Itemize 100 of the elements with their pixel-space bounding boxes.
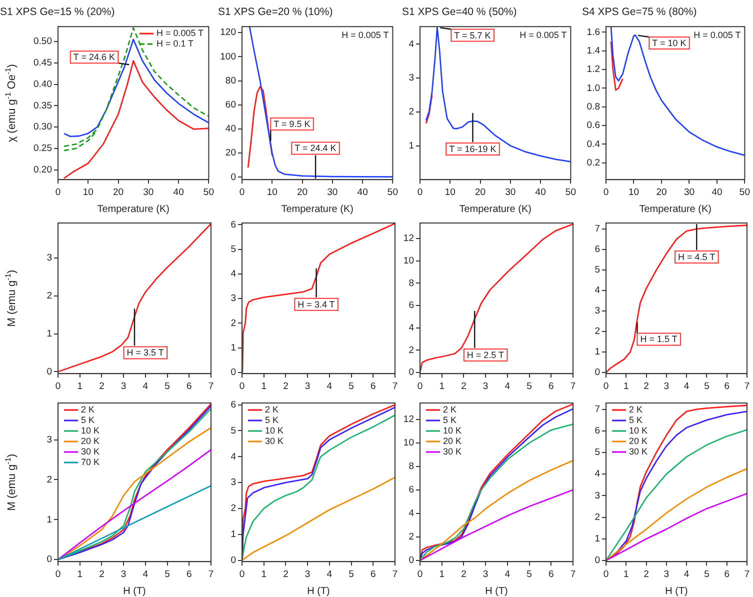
annotation: T = 9.5 K [274,119,310,130]
y-tick-label: 0 [230,554,236,566]
x-tick-label: 7 [392,380,398,392]
x-axis-title: Temperature (K) [639,204,712,215]
y-tick-label: 2 [46,474,52,486]
x-tick-label: 1 [439,568,445,580]
y-tick-label: 5 [230,244,236,255]
y-tick-label: 6 [230,219,236,230]
y-tick-label: 0.25 [34,143,52,154]
annotation: T = 16-19 K [449,144,496,154]
x-tick-label: 6 [724,568,730,580]
annotation: H = 0.005 T [520,30,568,40]
x-tick-label: 5 [704,568,710,580]
x-tick-label: 20 [475,186,486,198]
x-tick-label: 2 [99,380,104,392]
y-tick-label: 1.6 [586,26,600,38]
x-tick-label: 4 [684,380,690,392]
y-tick-label: 0 [46,366,52,378]
x-tick-label: 10 [266,186,278,198]
legend-label: 30 K [81,446,100,456]
y-tick-label: 0.30 [34,122,52,133]
x-tick-label: 5 [164,568,170,580]
x-tick-label: 2 [461,568,466,580]
y-tick-label: 7 [594,224,600,235]
y-tick-label: 0 [46,554,52,566]
x-tick-label: 4 [504,380,510,392]
y-tick-label: 2 [594,326,600,338]
y-tick-label: 20 [225,148,236,159]
x-tick-label: 4 [326,380,332,392]
chart-title: S4 XPS Ge=75 % (80%) [582,6,697,18]
x-tick-label: 2 [283,380,288,392]
x-axis-title: H (T) [485,586,508,597]
x-tick-label: 0 [239,186,245,198]
x-tick-label: 50 [565,186,576,198]
x-tick-label: 40 [535,186,546,198]
x-tick-label: 7 [570,568,576,580]
y-tick-label: 2 [46,290,52,302]
x-axis-title: H (T) [307,586,330,597]
y-tick-label: 2 [408,532,414,543]
legend-label: 2 K [629,404,643,414]
x-tick-label: 5 [704,380,710,392]
y-tick-label: 2 [594,512,600,523]
legend-label: 70 K [81,456,100,467]
y-tick-label: 1.4 [586,45,600,56]
y-tick-label: 1.2 [586,64,600,76]
y-tick-label: 6 [408,300,414,312]
y-tick-label: 4 [408,38,414,50]
x-tick-label: 2 [644,380,649,392]
x-tick-label: 50 [203,186,214,198]
x-tick-label: 1 [623,568,629,580]
y-tick-label: 0.20 [34,164,52,176]
x-tick-label: 7 [744,568,750,580]
y-tick-label: 0.35 [34,100,52,112]
x-tick-label: 0 [239,568,245,580]
x-tick-label: 0 [239,380,245,392]
y-tick-label: 4 [408,322,414,334]
x-tick-label: 4 [326,568,332,580]
x-tick-label: 0 [55,568,61,580]
chart-title: S1 XPS Ge=40 % (50%) [402,6,517,18]
x-tick-label: 3 [664,380,670,392]
y-tick-label: 1 [230,342,236,354]
y-tick-label: 6 [594,426,600,436]
x-tick-label: 3 [304,568,310,580]
y-tick-label: 6 [408,484,414,496]
x-tick-label: 3 [120,380,126,392]
x-tick-label: 3 [482,380,488,392]
x-tick-label: 50 [739,186,750,198]
y-tick-label: 3 [408,72,414,84]
x-tick-label: 40 [173,186,184,198]
legend-label: 2 K [81,404,95,414]
y-tick-label: 1.0 [586,82,600,94]
y-tick-label: 6 [230,399,236,410]
x-tick-label: 6 [370,568,376,580]
y-tick-label: 0.2 [586,157,600,168]
y-tick-label: 2 [230,318,236,329]
x-tick-label: 6 [186,380,192,392]
annotation: T = 10 K [652,38,686,48]
x-tick-label: 1 [77,568,83,580]
x-tick-label: 30 [327,186,338,198]
y-tick-label: 120 [220,27,236,38]
y-tick-label: 6 [594,244,600,256]
y-tick-label: 0.4 [586,138,600,150]
x-axis-title: H (T) [665,586,688,597]
chart-title: S1 XPS Ge=20 % (10%) [218,6,333,18]
y-tick-label: 0.50 [34,36,52,48]
annotation: T = 5.7 K [454,30,491,40]
y-tick-label: 4 [594,285,600,296]
x-tick-label: 5 [348,380,354,392]
x-tick-label: 3 [664,568,670,580]
y-tick-label: 0.40 [34,78,52,90]
legend-label: 10 K [443,425,462,436]
x-tick-label: 3 [120,568,126,580]
y-tick-label: 0 [594,367,600,378]
annotation: T = 24.6 K [73,52,116,62]
x-tick-label: 2 [99,568,104,580]
x-axis-title: Temperature (K) [459,204,532,215]
annotation: H = 0.005 T [694,30,742,40]
legend-label: 2 K [265,404,279,414]
y-tick-label: 3 [594,306,600,317]
legend-label: 5 K [443,414,457,425]
